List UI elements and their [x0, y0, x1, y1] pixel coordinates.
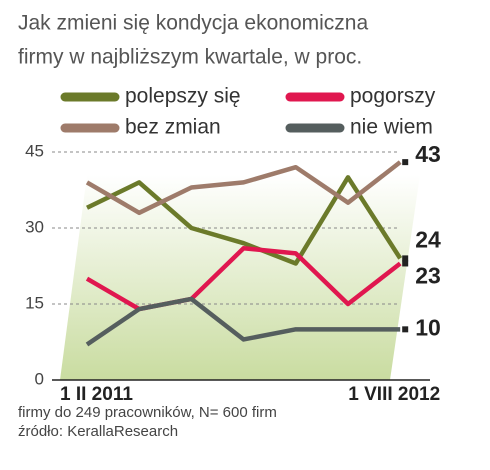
end-marker — [402, 260, 409, 267]
value-label: 43 — [415, 141, 441, 167]
x-tick-label: 1 VIII 2012 — [348, 384, 440, 405]
end-marker — [402, 326, 409, 333]
line — [85, 296, 401, 347]
plot: 0 15 30 45 1 II 2011 1 VIII 2012 24 polepszy si… — [25, 85, 441, 405]
line — [85, 160, 402, 216]
value-label: 24 — [415, 226, 441, 252]
end-marker — [402, 255, 409, 262]
legend-label: nie wiem — [350, 116, 433, 139]
y-tick-label: 30 — [25, 217, 44, 236]
legend-label: polepszy się — [125, 85, 241, 108]
y-tick-label: 15 — [25, 293, 44, 312]
legend-label: bez zmian — [125, 116, 221, 139]
note: źródło: KerallaResearch — [18, 423, 178, 440]
value-label: 10 — [415, 314, 441, 340]
y-tick-label: 45 — [25, 141, 44, 160]
chart-title: firmy w najbliższym kwartale, w proc. — [18, 46, 362, 69]
y-tick-label: 0 — [35, 369, 44, 388]
x-tick-label: 1 II 2011 — [60, 384, 133, 405]
legend-label: pogorszy — [350, 85, 436, 108]
note: firmy do 249 pracowników, N= 600 firm — [18, 404, 277, 421]
chart-title: Jak zmieni się kondycja ekonomiczna — [18, 12, 368, 35]
end-marker — [402, 159, 409, 166]
value-label: 23 — [415, 263, 441, 289]
line — [86, 175, 403, 266]
